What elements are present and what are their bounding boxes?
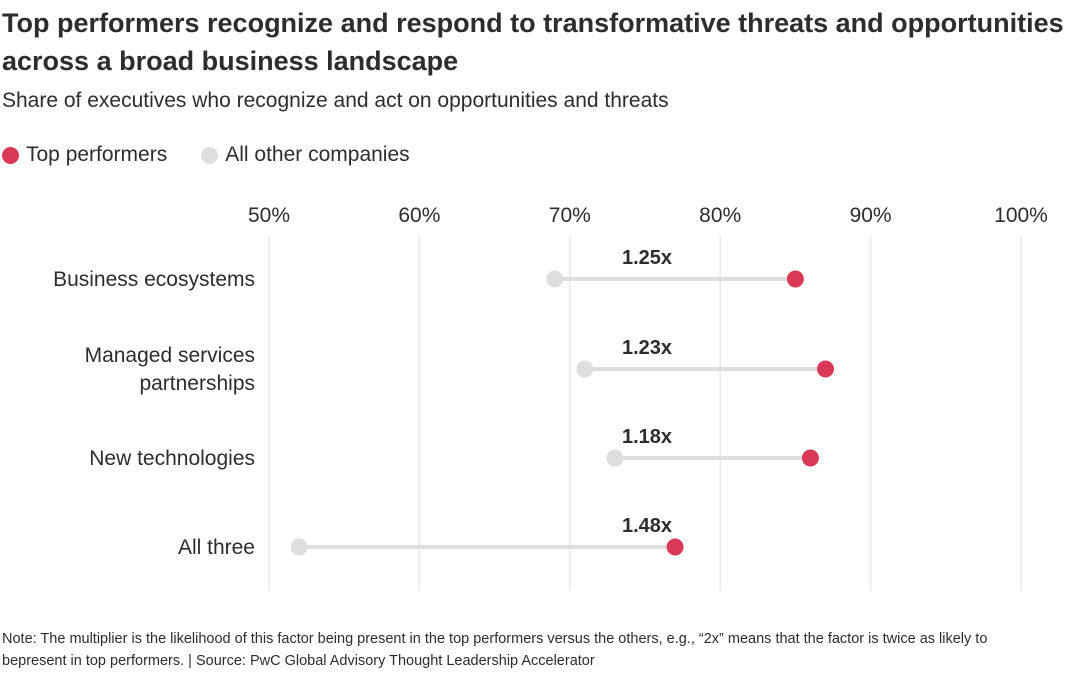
x-tick-label: 80%: [699, 204, 741, 227]
point-top-performers: [786, 270, 804, 288]
legend-label-all-other-companies: All other companies: [225, 143, 410, 166]
legend-item-top-performers: Top performers: [2, 143, 167, 167]
x-tick-label: 50%: [248, 204, 290, 227]
multiplier-label: 1.18x: [622, 426, 672, 448]
x-tick-label: 70%: [549, 204, 591, 227]
dumbbell-chart: 50% 60% 70% 80% 90% 100% Business ecosystems 1.…: [53, 204, 1048, 591]
point-all-other-companies: [576, 360, 594, 378]
category-label: New technologies: [89, 447, 255, 470]
multiplier-label: 1.23x: [622, 337, 672, 359]
point-all-other-companies: [290, 538, 308, 556]
legend-item-all-other-companies: All other companies: [201, 143, 410, 167]
category-label: Business ecosystems: [53, 268, 255, 291]
category-label: partnerships: [139, 372, 255, 395]
legend-swatch-top-performers: [2, 146, 19, 164]
point-top-performers: [816, 360, 834, 378]
point-top-performers: [801, 449, 819, 467]
legend-swatch-all-other-companies: [201, 146, 219, 164]
chart-subtitle: Share of executives who recognize and ac…: [2, 89, 669, 112]
x-tick-label: 100%: [994, 204, 1048, 227]
x-tick-label: 60%: [398, 204, 440, 227]
multiplier-label: 1.48x: [622, 515, 672, 537]
category-label: All three: [178, 536, 255, 559]
legend-label-top-performers: Top performers: [26, 143, 168, 166]
point-all-other-companies: [606, 449, 624, 467]
chart-title: Top performers recognize and respond to …: [2, 8, 1064, 76]
category-label: Managed services: [85, 344, 255, 367]
point-all-other-companies: [546, 270, 564, 288]
chart-note: Note: The multiplier is the likelihood o…: [2, 631, 988, 669]
multiplier-label: 1.25x: [622, 247, 672, 269]
x-tick-label: 90%: [850, 204, 892, 227]
legend: Top performers All other companies: [2, 143, 444, 167]
point-top-performers: [666, 538, 684, 556]
